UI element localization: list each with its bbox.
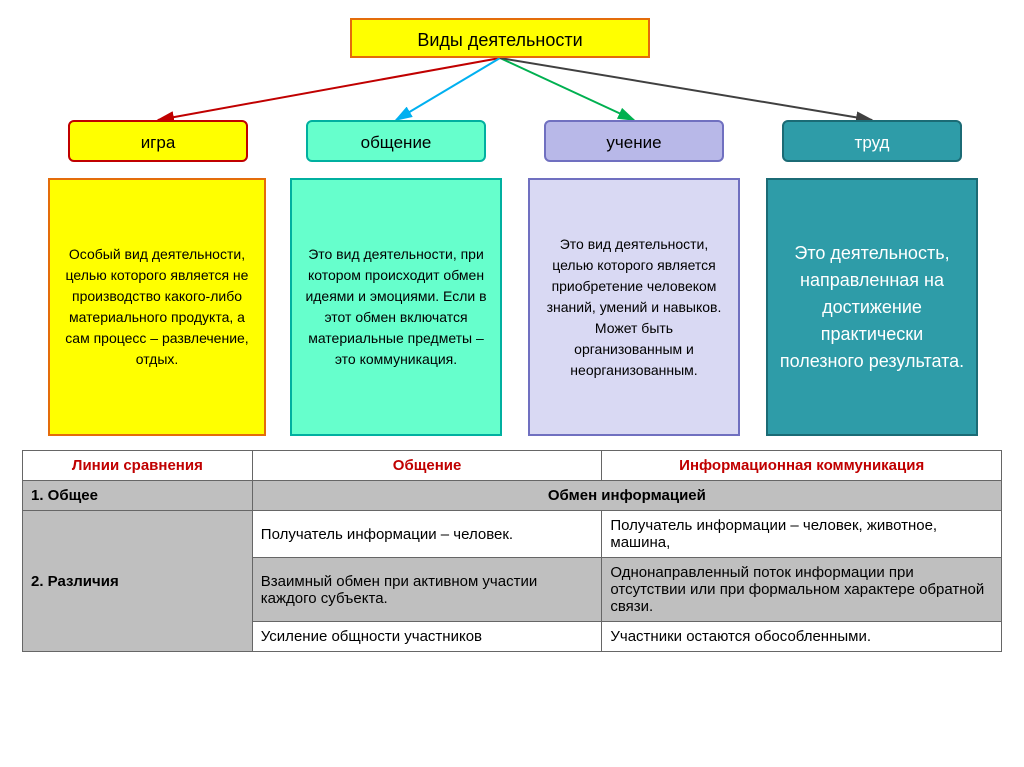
category-label-3: труд: [782, 120, 962, 162]
diagram-canvas: Виды деятельности игра Особый вид деятель…: [0, 0, 1024, 767]
diff-cell-0-0: Получатель информации – человек.: [252, 511, 602, 558]
diff-cell-1-1: Однонаправленный поток информации при от…: [602, 558, 1002, 622]
root-node: Виды деятельности: [350, 18, 650, 58]
diff-cell-0-1: Получатель информации – человек, животно…: [602, 511, 1002, 558]
category-definition-2: Это вид деятельности, целью которого явл…: [528, 178, 740, 436]
table-header-1: Общение: [252, 451, 602, 481]
diff-cell-1-0: Взаимный обмен при активном участии кажд…: [252, 558, 602, 622]
category-definition-3: Это деятельность, направленная на достиж…: [766, 178, 978, 436]
category-definition-0: Особый вид деятельности, целью которого …: [48, 178, 266, 436]
table-header-2: Информационная коммуникация: [602, 451, 1002, 481]
category-definition-1: Это вид деятельности, при котором происх…: [290, 178, 502, 436]
row-label-common: 1. Общее: [23, 481, 253, 511]
diff-cell-2-1: Участники остаются обособленными.: [602, 622, 1002, 652]
category-label-0: игра: [68, 120, 248, 162]
table-header-0: Линии сравнения: [23, 451, 253, 481]
comparison-table: Линии сравненияОбщениеИнформационная ком…: [22, 450, 1002, 652]
category-label-2: учение: [544, 120, 724, 162]
row-label-diff: 2. Различия: [23, 511, 253, 652]
category-label-1: общение: [306, 120, 486, 162]
merged-common-cell: Обмен информацией: [252, 481, 1001, 511]
diff-cell-2-0: Усиление общности участников: [252, 622, 602, 652]
